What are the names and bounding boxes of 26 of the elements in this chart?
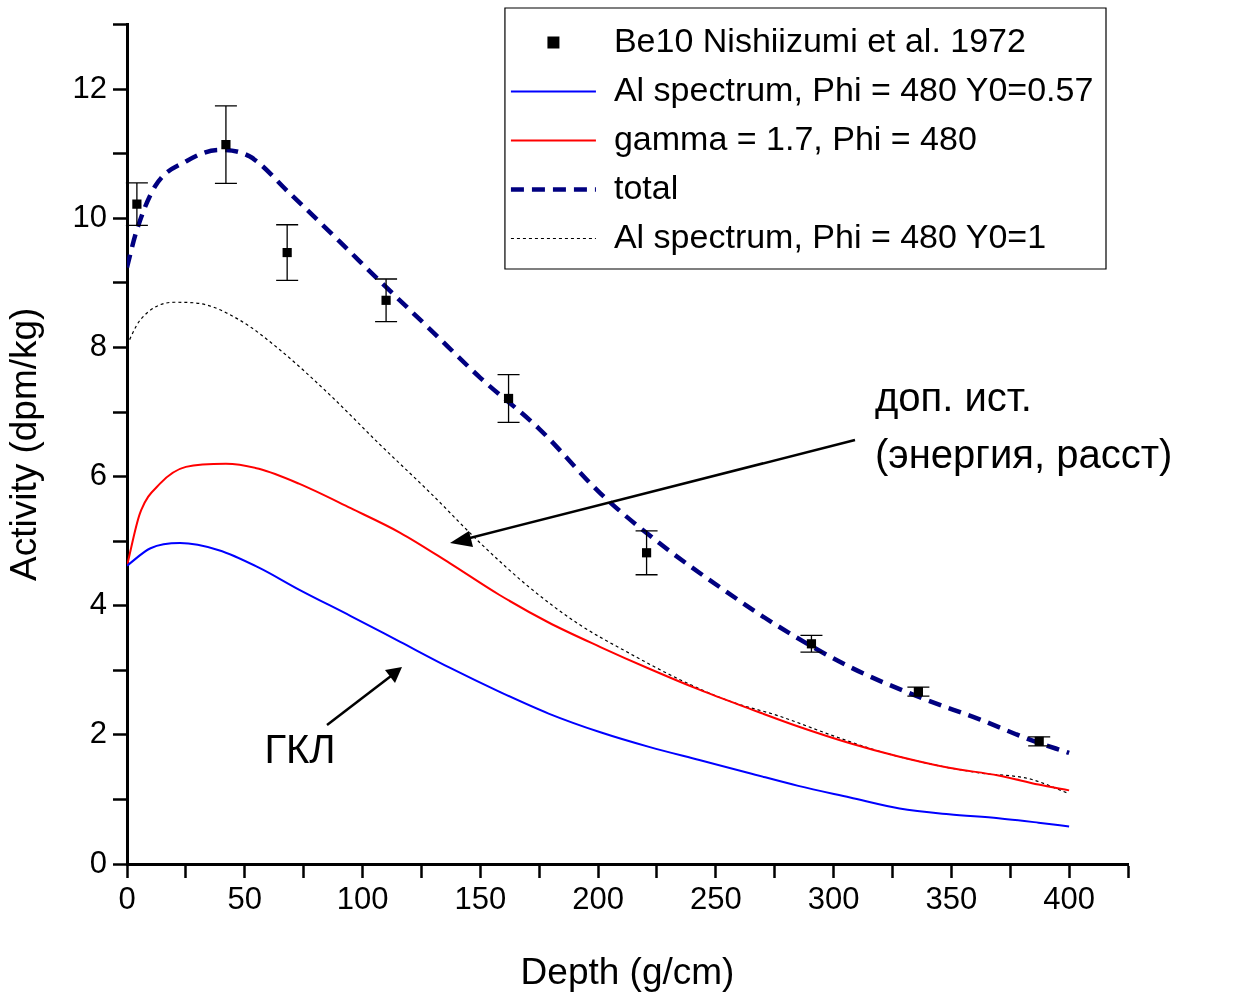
x-tick-label: 250 <box>689 881 742 917</box>
x-axis-title: Depth (g/cm) <box>520 951 735 992</box>
x-tick-label: 400 <box>1043 881 1095 917</box>
y-tick-label: 6 <box>89 457 107 493</box>
annotation: доп. ист. (энергия, расст) <box>875 375 1173 477</box>
x-tick-label: 50 <box>227 881 263 917</box>
x-tick-label: 300 <box>807 881 860 917</box>
y-tick-label: 4 <box>89 586 107 622</box>
legend-label: gamma = 1.7, Phi = 480 <box>613 118 977 157</box>
legend-label: Al spectrum, Phi = 480 Y0=1 <box>613 216 1047 255</box>
y-tick-label: 2 <box>89 715 107 751</box>
x-tick-label: 200 <box>572 881 624 917</box>
line-series <box>127 542 1071 828</box>
x-tick-label: 100 <box>336 881 389 917</box>
annotation: ГКЛ <box>264 727 336 772</box>
x-tick-label: 0 <box>118 881 136 917</box>
y-axis-title: Activity (dpm/kg) <box>3 307 45 582</box>
y-tick-label: 10 <box>72 198 107 234</box>
x-tick-label: 150 <box>454 881 507 917</box>
x-tick-label: 350 <box>925 881 978 917</box>
y-tick-label: 12 <box>72 69 107 105</box>
y-tick-label: 0 <box>89 844 107 880</box>
legend-label: Be10 Nishiizumi et al. 1972 <box>613 20 1026 59</box>
y-tick-label: 8 <box>89 327 107 363</box>
legend-label: total <box>613 167 679 206</box>
legend-label: Al spectrum, Phi = 480 Y0=0.57 <box>613 69 1094 108</box>
